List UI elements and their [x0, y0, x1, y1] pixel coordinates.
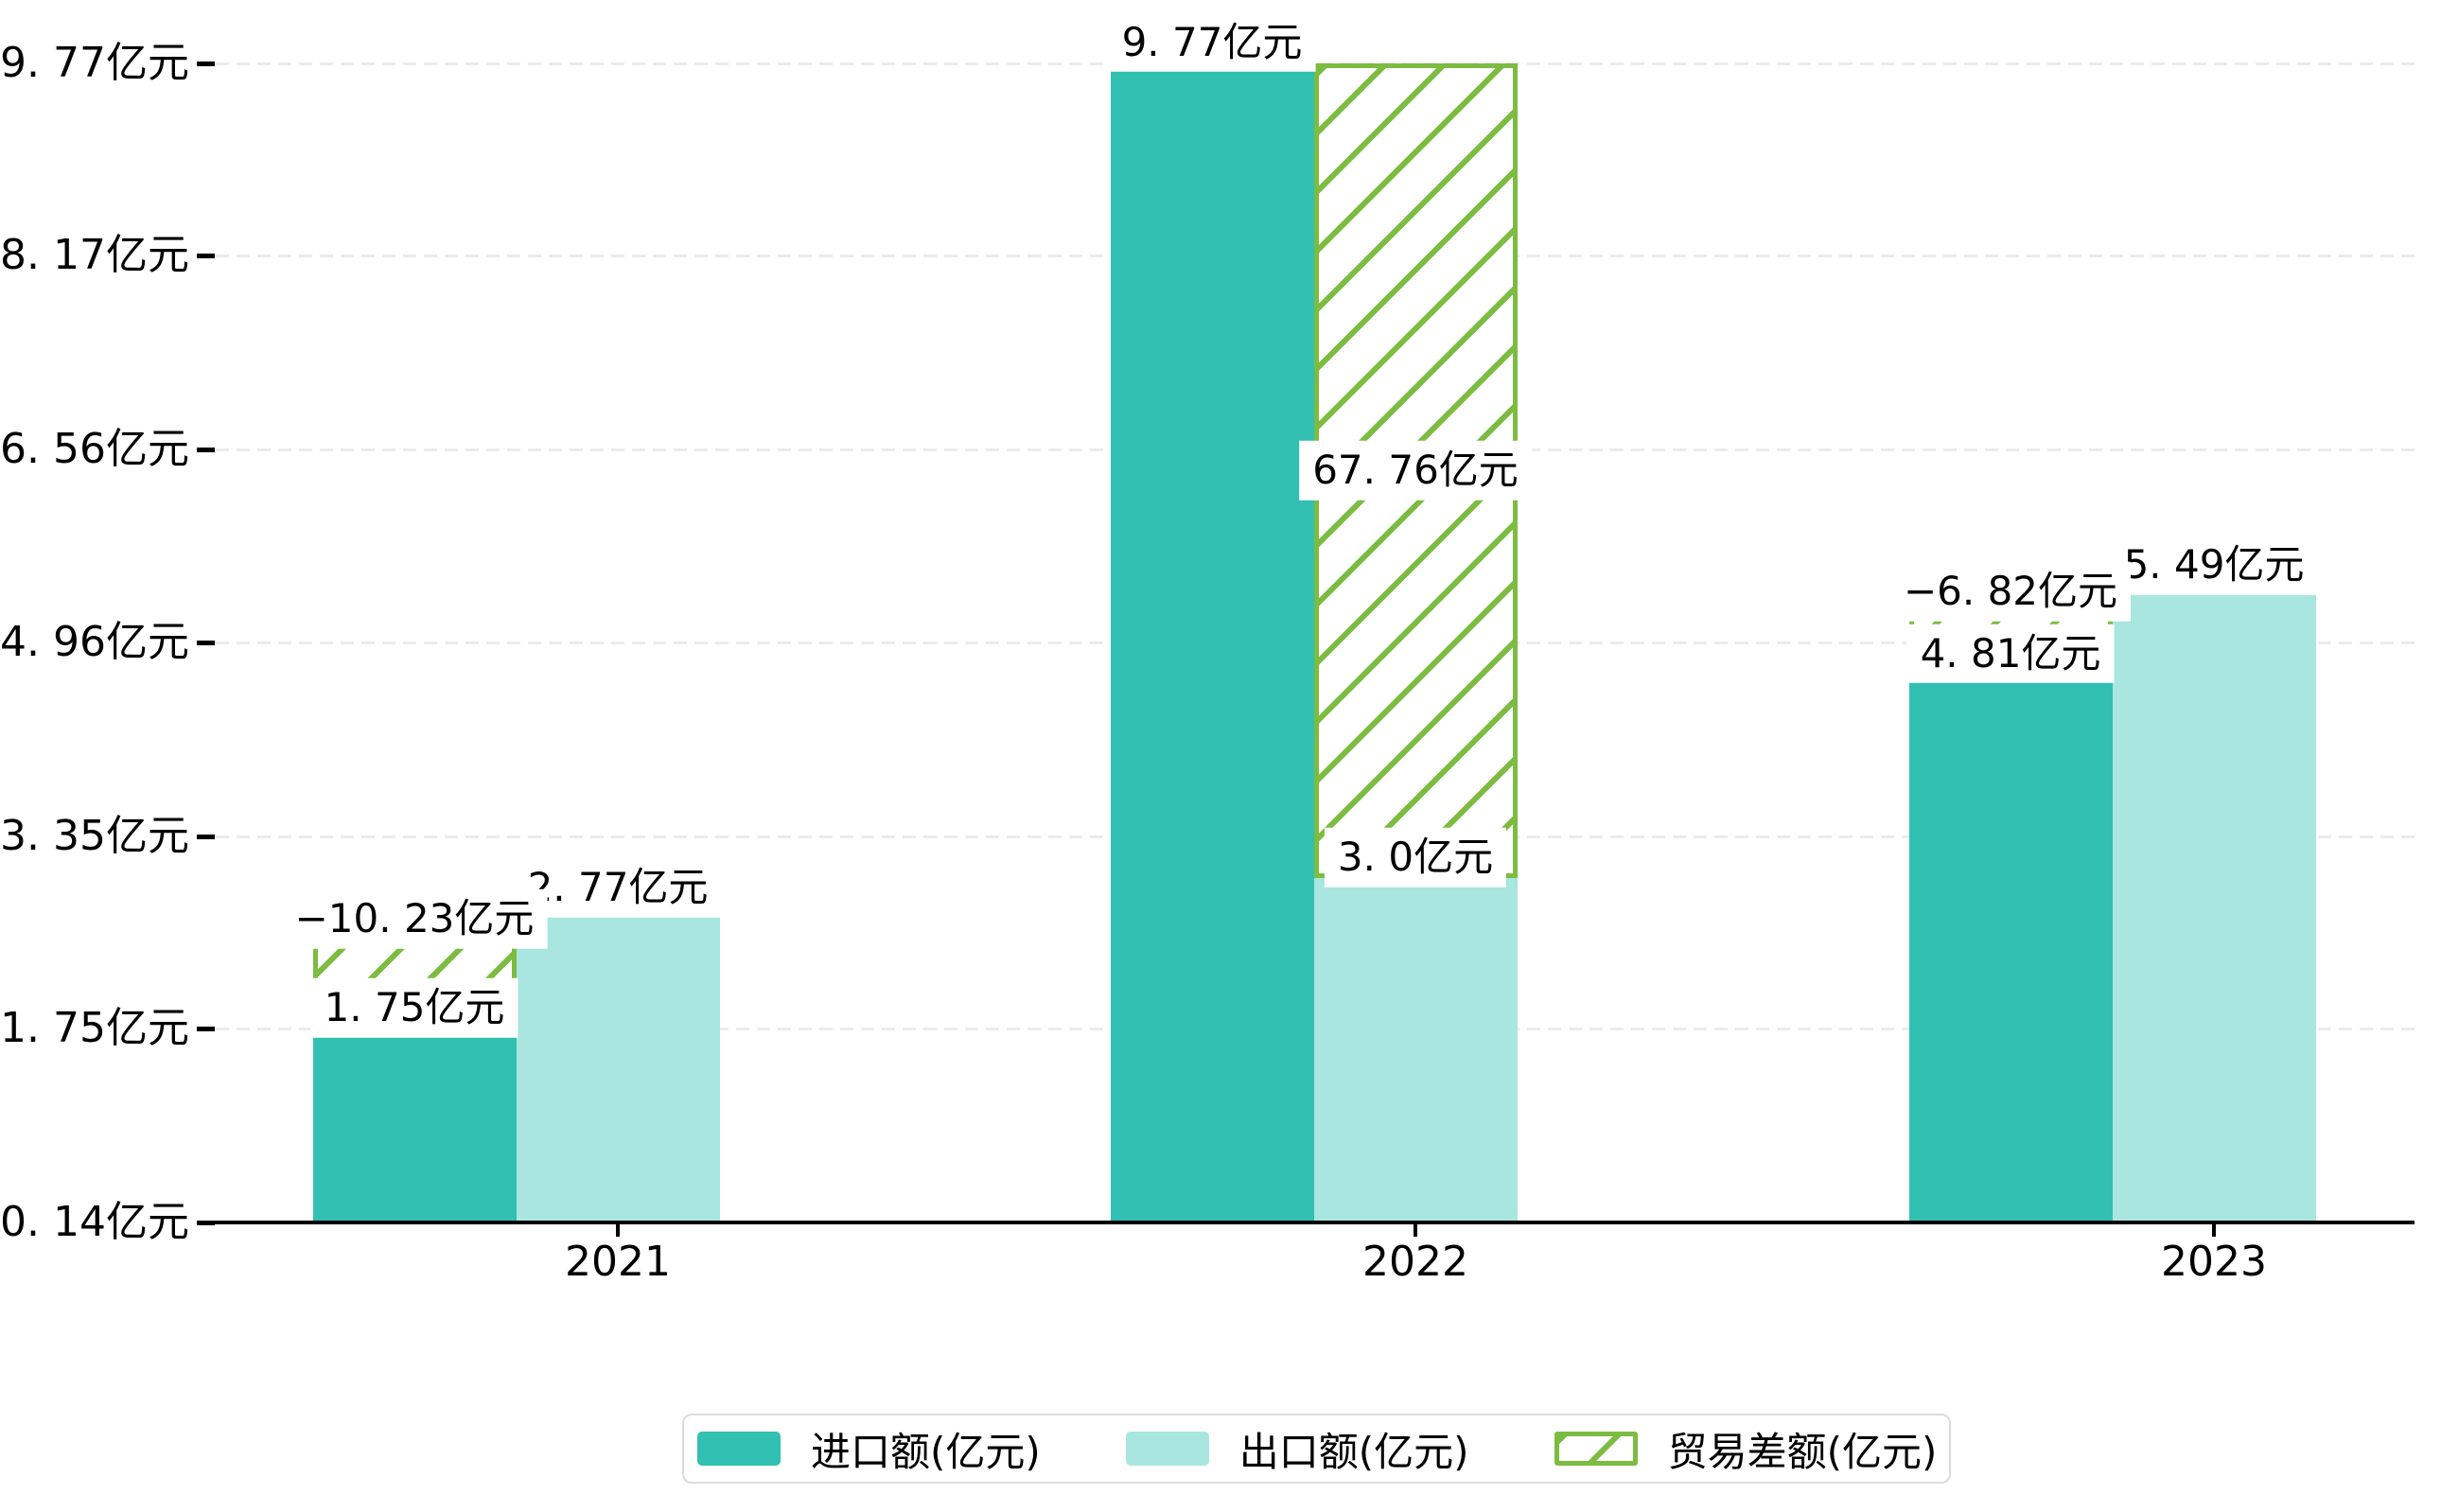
trade-balance-hatch-swatch-icon — [1554, 1432, 1638, 1466]
legend-item-export[interactable]: 出口额(亿元) — [1125, 1420, 1469, 1478]
x-axis-tick — [1414, 1222, 1417, 1237]
y-axis-tick — [197, 61, 215, 66]
y-axis-label: 4. 96亿元 — [0, 617, 189, 666]
y-axis-tick — [197, 448, 215, 453]
x-axis-label: 2021 — [565, 1238, 671, 1286]
import-swatch-icon — [697, 1432, 781, 1466]
import-value-label: 9. 77亿元 — [1108, 12, 1316, 72]
x-axis-label: 2022 — [1362, 1238, 1468, 1286]
export-swatch-icon — [1125, 1432, 1209, 1466]
y-axis-tick — [197, 254, 215, 259]
x-axis-label: 2023 — [2161, 1238, 2267, 1286]
y-axis-label: 1. 75亿元 — [0, 1004, 189, 1053]
x-axis-tick — [616, 1222, 620, 1237]
legend: 进口额(亿元) 出口额(亿元) 贸易差额(亿元) — [682, 1414, 1951, 1484]
legend-item-label: 出口额(亿元) — [1238, 1428, 1469, 1475]
import-bar[interactable] — [312, 1029, 517, 1224]
export-value-label: 5. 49亿元 — [2110, 536, 2318, 595]
legend-item-trade-balance[interactable]: 贸易差额(亿元) — [1554, 1420, 1938, 1478]
y-axis-label: 8. 17亿元 — [0, 231, 189, 280]
export-value-label: 2. 77亿元 — [514, 858, 722, 918]
import-bar[interactable] — [1908, 659, 2113, 1224]
trade-balance-value-label: −10. 23亿元 — [281, 889, 548, 949]
y-axis-tick — [197, 834, 215, 839]
y-axis-tick — [197, 640, 215, 645]
export-value-label: 3. 0亿元 — [1324, 827, 1507, 888]
y-axis-label: 0. 14亿元 — [0, 1198, 189, 1246]
y-axis-tick — [197, 1027, 215, 1032]
import-value-label: 4. 81亿元 — [1906, 624, 2115, 684]
legend-item-label: 进口额(亿元) — [811, 1428, 1041, 1475]
import-bar[interactable] — [1110, 62, 1314, 1224]
export-bar[interactable] — [516, 905, 720, 1224]
y-axis-label: 9. 77亿元 — [0, 38, 189, 87]
export-bar[interactable] — [1313, 878, 1518, 1224]
x-axis-tick — [2212, 1222, 2216, 1237]
y-axis-tick — [197, 1221, 215, 1225]
import-value-label: 1. 75亿元 — [310, 977, 518, 1038]
legend-item-import[interactable]: 进口额(亿元) — [697, 1420, 1041, 1478]
trade-balance-value-label: 67. 76亿元 — [1299, 441, 1532, 501]
x-axis-line — [214, 1221, 2415, 1224]
y-axis-label: 6. 56亿元 — [0, 425, 189, 474]
y-axis-label: 3. 35亿元 — [0, 811, 189, 860]
legend-item-label: 贸易差额(亿元) — [1667, 1428, 1938, 1475]
export-bar[interactable] — [2112, 578, 2316, 1224]
trade-balance-value-label: −6. 82亿元 — [1889, 562, 2132, 622]
